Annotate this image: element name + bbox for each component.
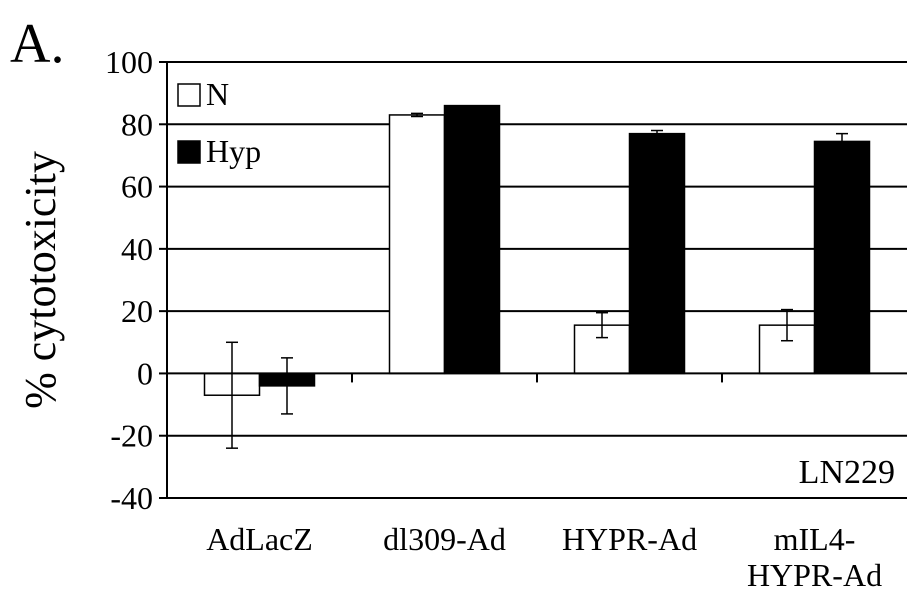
legend-label-n: N bbox=[206, 76, 229, 112]
legend-swatch-hyp bbox=[178, 141, 200, 163]
legend-swatch-n bbox=[178, 84, 200, 106]
y-tick-label: -20 bbox=[110, 418, 153, 454]
cell-line-annotation: LN229 bbox=[799, 454, 895, 491]
x-category-label: mIL4- bbox=[774, 521, 856, 557]
bars bbox=[205, 106, 870, 449]
x-category-label: AdLacZ bbox=[206, 521, 313, 557]
x-category-label: HYPR-Ad bbox=[562, 521, 697, 557]
panel-label: A. bbox=[10, 13, 64, 75]
bar-hyp bbox=[815, 141, 870, 373]
y-tick-label: 20 bbox=[121, 293, 153, 329]
y-tick-label: -40 bbox=[110, 480, 153, 516]
x-category-label: dl309-Ad bbox=[383, 521, 506, 557]
legend: N Hyp bbox=[178, 76, 261, 169]
bar-hyp bbox=[445, 106, 500, 374]
bar-n bbox=[390, 115, 445, 373]
legend-label-hyp: Hyp bbox=[206, 133, 261, 169]
y-tick-label: 100 bbox=[105, 44, 153, 80]
y-tick-label: 60 bbox=[121, 169, 153, 205]
gridlines bbox=[167, 62, 907, 498]
y-tick-label: 40 bbox=[121, 231, 153, 267]
x-category-label: HYPR-Ad bbox=[747, 557, 882, 593]
y-tick-label: 0 bbox=[137, 355, 153, 391]
y-tick-label: 80 bbox=[121, 106, 153, 142]
bar-hyp bbox=[630, 134, 685, 374]
y-axis-label: % cytotoxicity bbox=[16, 151, 65, 409]
